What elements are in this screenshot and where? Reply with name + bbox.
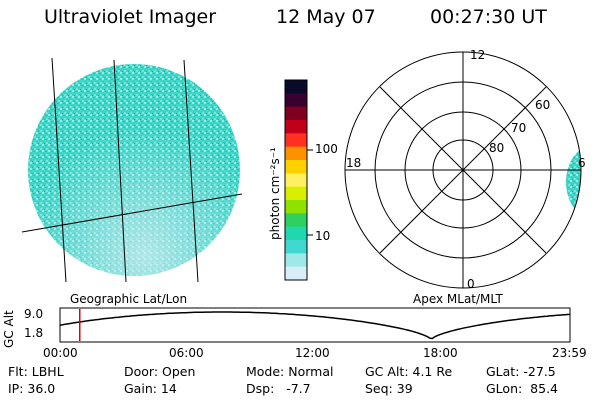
mlt-diagonal: [379, 86, 547, 254]
strip-xtick: 06:00: [169, 346, 204, 360]
colorbar-swatch: [285, 93, 307, 108]
date-label: 12 May 07: [276, 6, 376, 28]
ip-info: IP: 36.0: [8, 381, 56, 396]
time-label: 00:27:30 UT: [430, 6, 547, 28]
gain-info: Gain: 14: [124, 381, 177, 396]
strip-xtick: 12:00: [295, 346, 330, 360]
mode-info: Mode: Normal: [246, 364, 334, 379]
image-caption: Geographic Lat/Lon: [70, 292, 188, 306]
mlt-label-12: 12: [470, 48, 486, 62]
colorbar-swatch: [285, 146, 307, 161]
strip-ytick-bottom: 1.8: [24, 326, 44, 340]
colorbar-swatch: [285, 253, 307, 268]
glon-info: GLon: 85.4: [486, 381, 558, 396]
colorbar-swatch: [285, 266, 307, 281]
lat-label-60: 60: [535, 98, 551, 112]
altitude-curve: [59, 311, 571, 340]
strip-frame: [59, 307, 571, 343]
strip-xtick: 18:00: [423, 346, 458, 360]
door-info: Door: Open: [124, 364, 196, 379]
mlt-label-18: 18: [346, 156, 362, 170]
seq-info: Seq: 39: [365, 381, 413, 396]
colorbar-swatch: [285, 106, 307, 121]
colorbar-swatch: [285, 80, 307, 94]
colorbar-frame: [284, 79, 308, 281]
instrument-title: Ultraviolet Imager: [44, 6, 217, 28]
strip-ytick-top: 9.0: [24, 307, 44, 321]
colorbar: [284, 79, 313, 281]
dsp-info: Dsp: -7.7: [246, 381, 311, 396]
glat-info: GLat: -27.5: [486, 364, 556, 379]
colorbar-swatch: [285, 226, 307, 241]
strip-xtick: 00:00: [43, 346, 78, 360]
filter-info: Flt: LBHL: [8, 364, 64, 379]
colorbar-tick-100: 100: [315, 142, 338, 156]
latitude-line: [21, 193, 243, 233]
colorbar-swatch: [285, 213, 307, 228]
strip-ylabel: GC Alt: [2, 310, 16, 348]
colorbar-swatch: [285, 240, 307, 254]
colorbar-swatch: [285, 120, 307, 134]
colorbar-swatch: [285, 133, 307, 148]
meridian-line: [51, 57, 67, 283]
colorbar-swatch: [285, 173, 307, 188]
polar-caption: Apex MLat/MLT: [413, 292, 503, 306]
gc-alt-info: GC Alt: 4.1 Re: [365, 364, 453, 379]
strip-xtick: 23:59: [552, 346, 587, 360]
lat-label-80: 80: [489, 141, 505, 155]
colorbar-tick-10: 10: [315, 229, 331, 243]
colorbar-swatch: [285, 160, 307, 174]
meridian-line: [113, 59, 127, 283]
mlt-label-0: 0: [467, 277, 475, 291]
colorbar-swatch: [285, 186, 307, 201]
meridian-line: [183, 59, 199, 283]
lat-label-70: 70: [511, 121, 527, 135]
colorbar-swatch: [285, 200, 307, 214]
mlt-label-6: 6: [578, 156, 586, 170]
